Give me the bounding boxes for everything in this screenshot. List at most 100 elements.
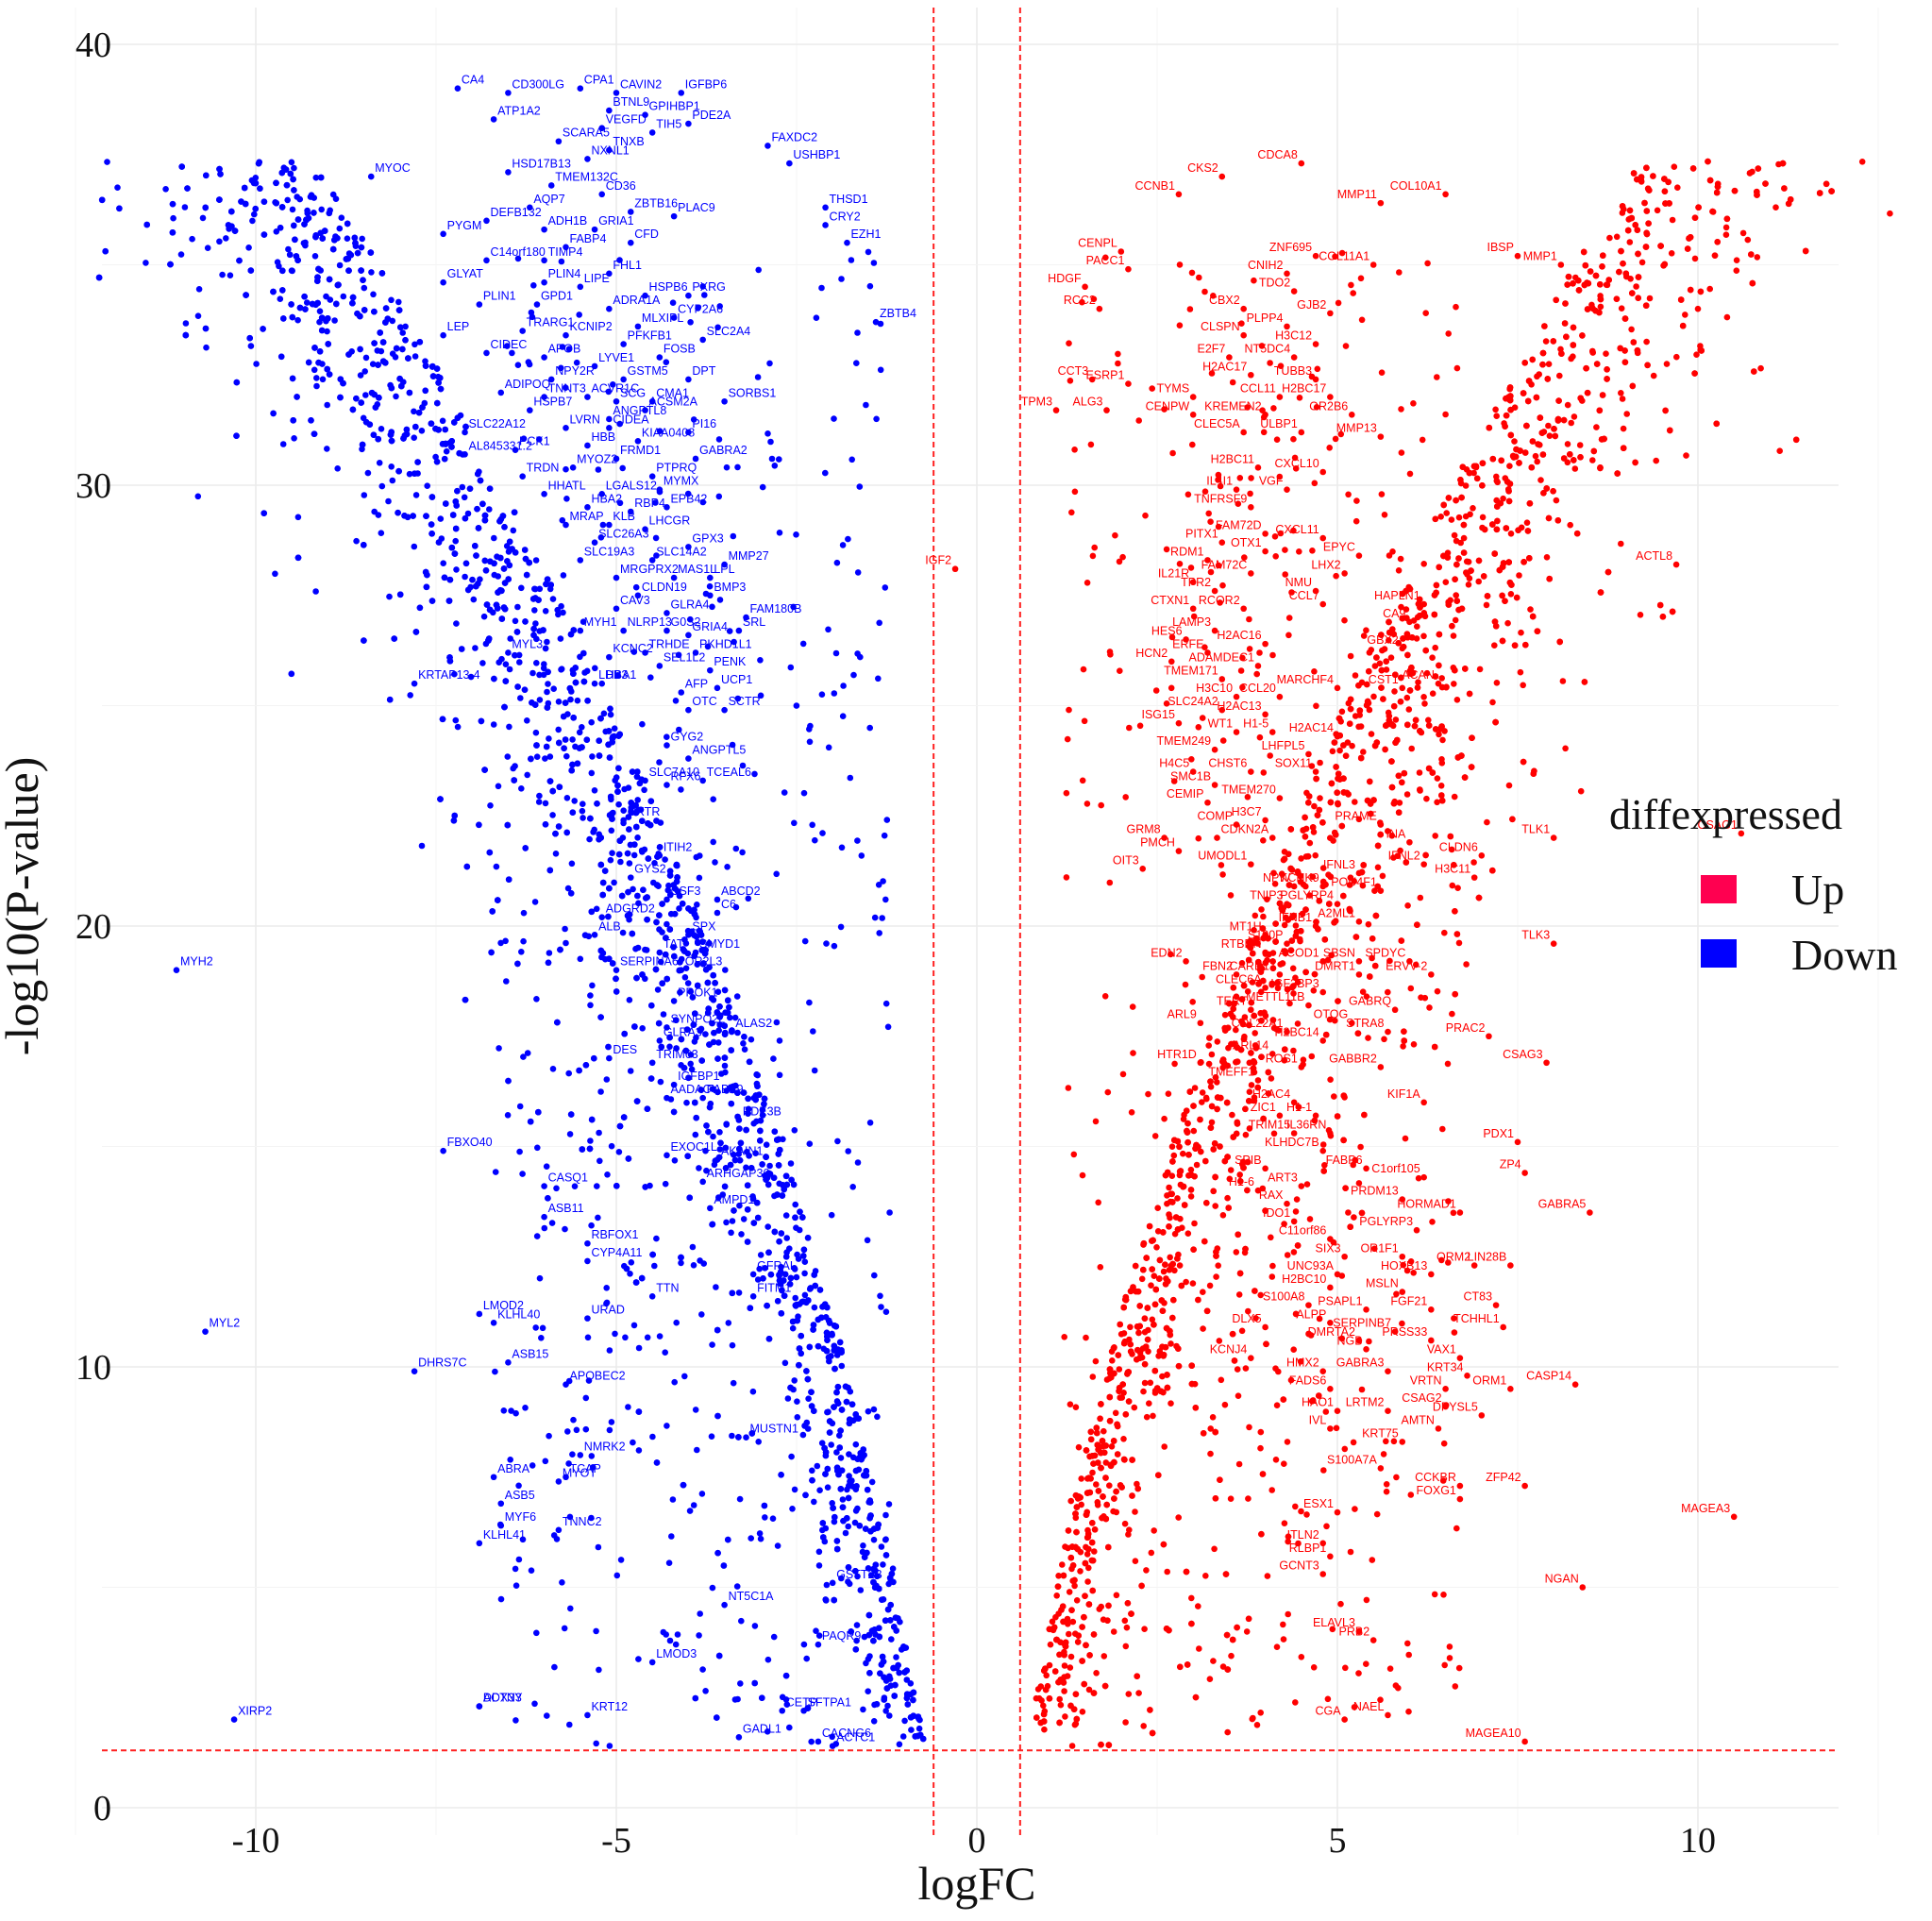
data-point — [1459, 463, 1467, 471]
data-point — [1168, 1190, 1175, 1198]
data-point — [1395, 772, 1403, 780]
data-point — [1167, 1214, 1173, 1222]
data-point — [1858, 159, 1866, 165]
data-point — [1238, 960, 1246, 967]
data-point — [833, 1464, 841, 1472]
data-point — [1705, 158, 1711, 165]
data-point — [1303, 1181, 1311, 1188]
data-point — [1601, 435, 1607, 443]
data-point — [1484, 818, 1490, 826]
data-point — [919, 1735, 927, 1743]
data-point — [709, 1221, 716, 1228]
data-point — [143, 260, 149, 266]
data-point — [865, 1611, 873, 1619]
data-point — [1046, 1695, 1053, 1702]
data-point — [1436, 731, 1442, 738]
data-point — [1187, 1193, 1195, 1200]
data-point — [324, 446, 330, 452]
data-point — [334, 281, 342, 289]
data-point — [1391, 688, 1398, 695]
data-point — [1503, 525, 1510, 531]
data-point — [231, 227, 239, 234]
data-point — [1448, 846, 1455, 853]
data-point — [757, 1137, 764, 1144]
data-point — [464, 586, 472, 594]
data-point — [312, 174, 320, 181]
data-point — [600, 710, 608, 717]
data-point — [304, 299, 311, 306]
data-point — [1120, 1340, 1128, 1347]
data-point — [411, 470, 418, 478]
data-point — [1094, 1429, 1100, 1437]
data-point — [1305, 793, 1313, 800]
data-point — [1493, 473, 1500, 480]
data-point — [1722, 224, 1730, 231]
data-point — [189, 235, 195, 243]
data-point — [364, 469, 372, 477]
data-point — [388, 463, 395, 470]
data-point — [1570, 280, 1576, 287]
data-point — [666, 1043, 673, 1051]
data-point — [763, 1141, 770, 1148]
data-point — [1465, 581, 1472, 588]
data-point — [845, 1494, 852, 1502]
data-point — [734, 1029, 741, 1036]
data-point — [664, 920, 670, 928]
data-point — [104, 159, 110, 165]
data-point — [588, 718, 595, 726]
data-point — [311, 345, 318, 351]
data-point — [1246, 1125, 1253, 1132]
data-point — [1629, 382, 1637, 390]
data-point — [811, 1407, 817, 1414]
data-point — [403, 430, 411, 438]
data-point — [487, 802, 494, 809]
data-point — [811, 1272, 817, 1278]
data-point — [617, 858, 624, 866]
data-point — [1317, 759, 1323, 767]
data-point — [1310, 829, 1318, 835]
data-point — [1438, 792, 1445, 799]
data-point — [526, 559, 532, 566]
data-point — [375, 362, 381, 368]
data-point — [586, 835, 593, 843]
data-point — [1252, 935, 1260, 942]
data-point — [386, 696, 394, 703]
data-point — [860, 1446, 866, 1453]
data-point — [1537, 477, 1544, 483]
data-point — [686, 1508, 694, 1514]
data-point — [1589, 347, 1596, 355]
data-point — [1614, 470, 1621, 477]
data-point — [540, 627, 546, 633]
data-point — [288, 670, 295, 678]
data-point — [546, 735, 552, 742]
data-point — [1181, 1202, 1188, 1208]
data-point — [1122, 1411, 1130, 1418]
data-point — [1401, 1037, 1407, 1044]
data-point — [1534, 458, 1540, 465]
data-point — [1335, 998, 1341, 1004]
data-point — [784, 1395, 792, 1402]
data-point — [1545, 422, 1552, 430]
data-point — [799, 1298, 807, 1306]
data-point — [1493, 413, 1500, 420]
data-point — [648, 1002, 655, 1009]
data-point — [1180, 1116, 1187, 1122]
data-point — [569, 736, 576, 743]
data-point — [1792, 436, 1800, 444]
data-point — [1085, 1564, 1092, 1572]
data-point — [1258, 906, 1265, 913]
data-point — [870, 1536, 878, 1543]
data-point — [1546, 432, 1554, 440]
data-point — [1542, 338, 1550, 345]
data-point — [613, 1183, 620, 1189]
data-point — [1543, 554, 1551, 561]
data-point — [1447, 833, 1454, 840]
data-point — [1723, 313, 1731, 321]
data-point — [854, 1573, 861, 1580]
data-point — [1507, 431, 1515, 439]
data-point — [270, 410, 277, 417]
data-point — [596, 737, 602, 744]
data-point — [412, 353, 419, 360]
data-point — [1387, 654, 1395, 661]
data-point — [1338, 708, 1346, 716]
